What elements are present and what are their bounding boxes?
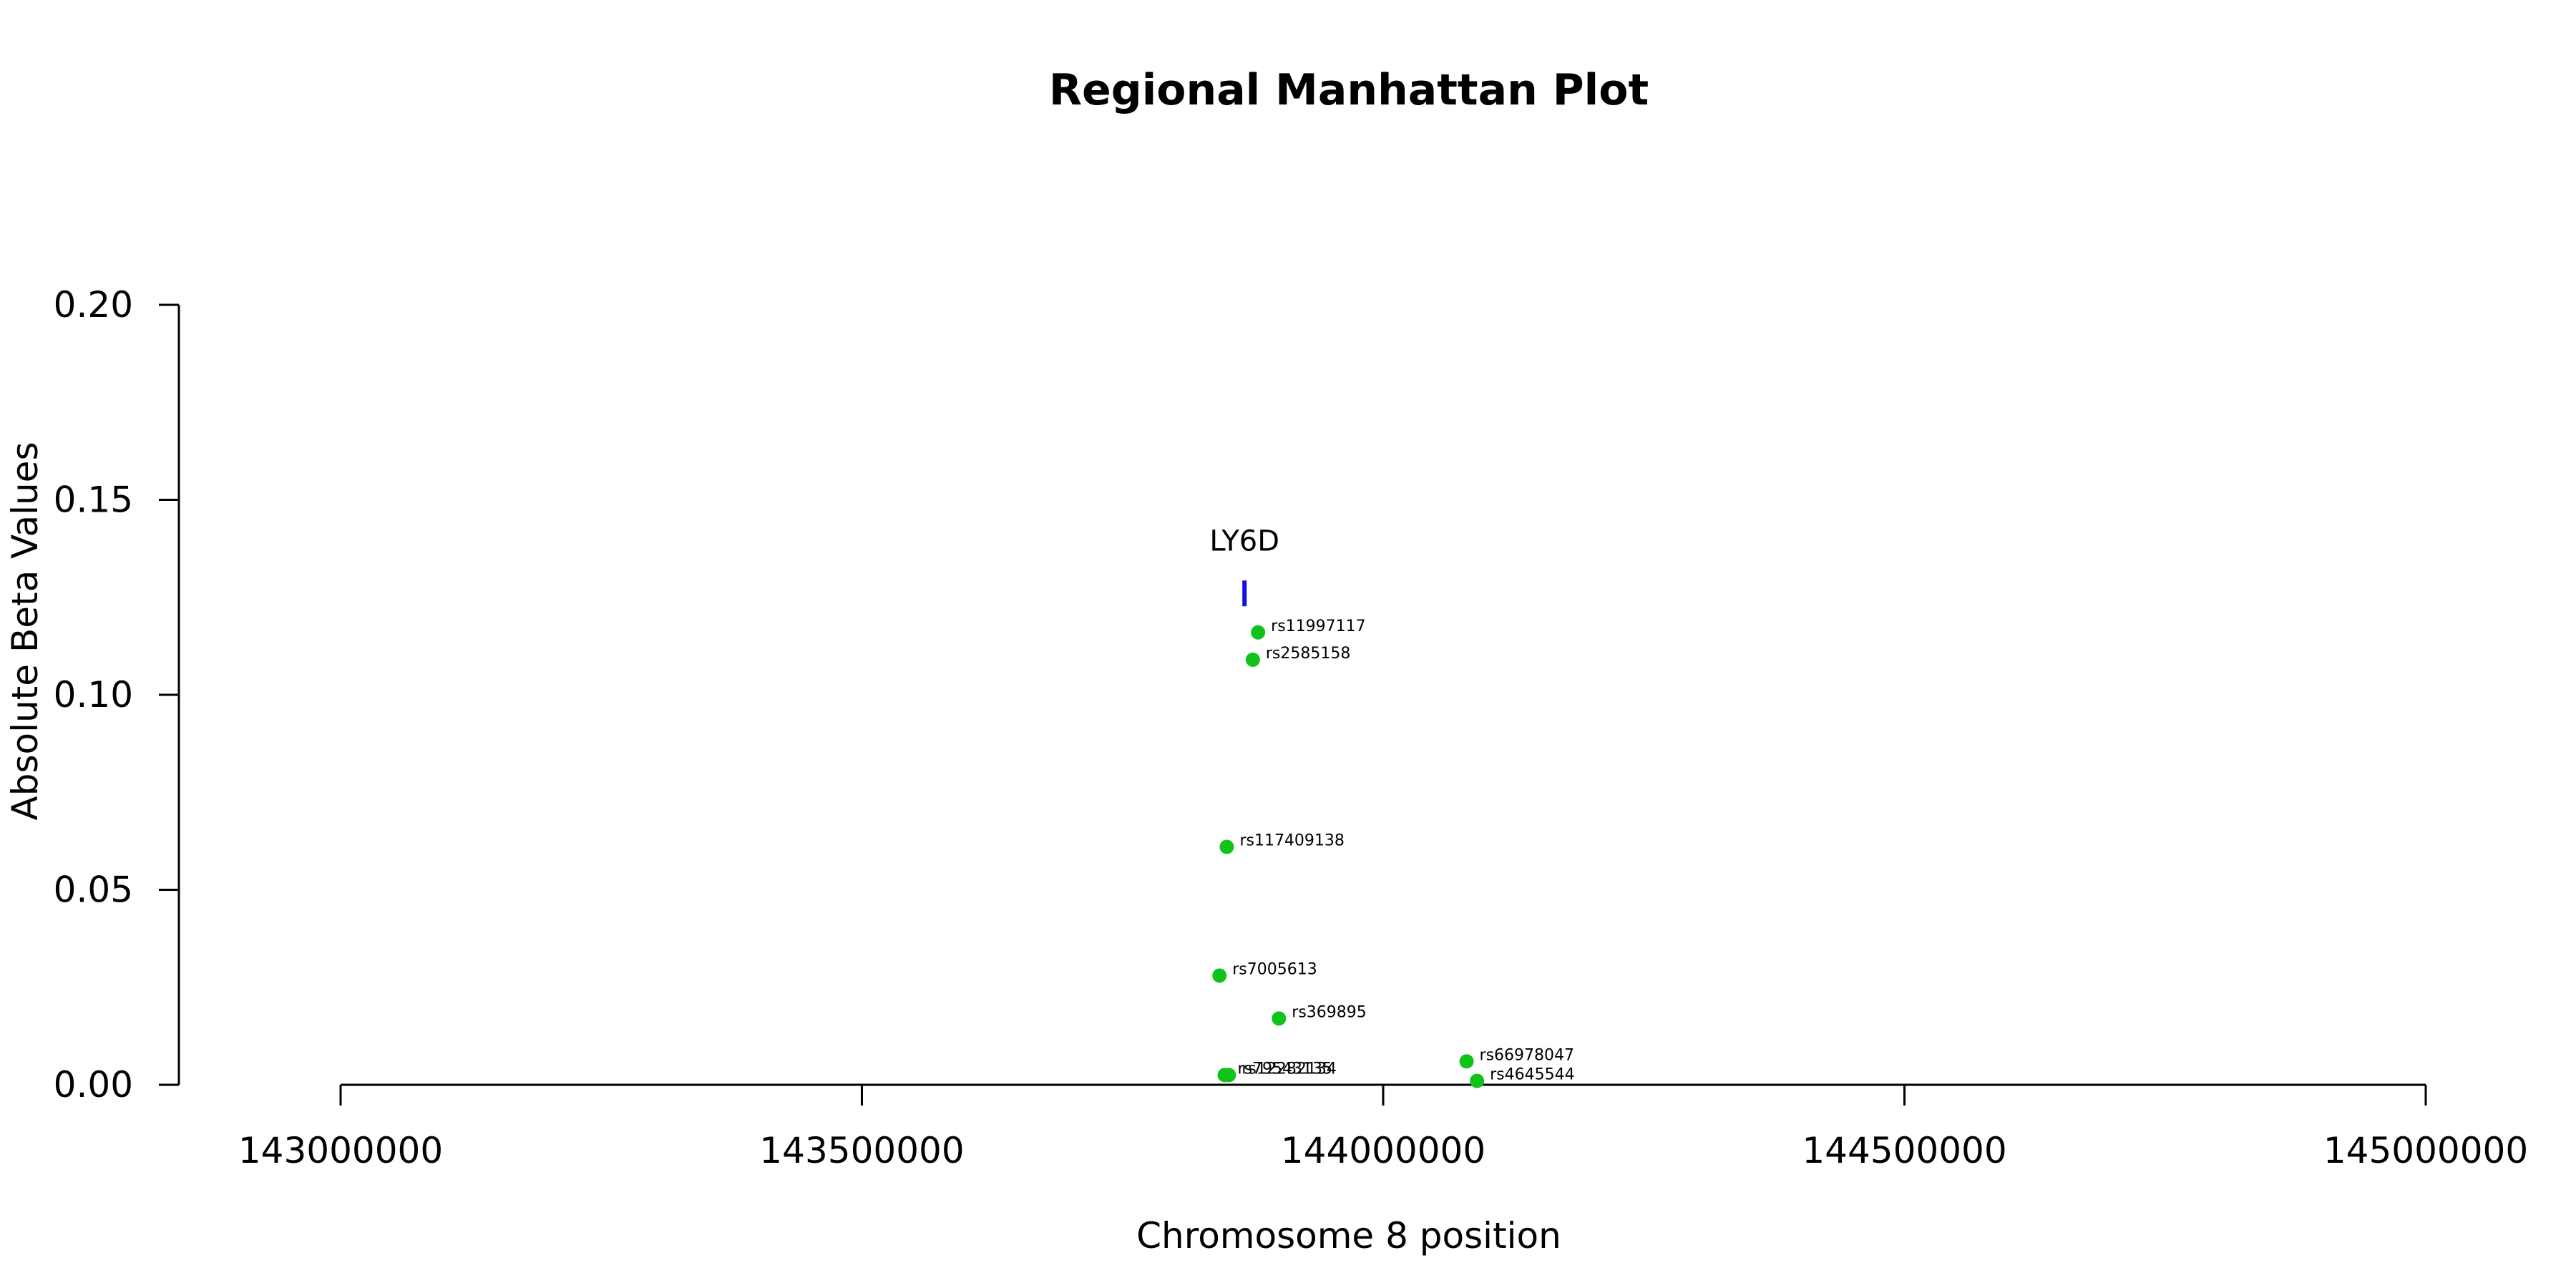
snp-label: rs11997117	[1271, 618, 1365, 635]
x-tick-label: 144000000	[1281, 1130, 1485, 1171]
snp-label: rs12282134	[1241, 1060, 1336, 1078]
snp-label: rs7005613	[1232, 960, 1317, 978]
snp-point	[1470, 1073, 1485, 1088]
snp-label: rs2585158	[1266, 645, 1351, 663]
x-axis-label: Chromosome 8 position	[1136, 1215, 1561, 1257]
snp-label: rs117409138	[1239, 832, 1344, 850]
snp-points: rs11997117 rs2585158 rs117409138 rs7005613 r…	[1212, 618, 1575, 1088]
gene-annotation: LY6D	[1209, 525, 1279, 607]
y-tick-label: 0.20	[54, 284, 133, 326]
x-tick-label: 143500000	[759, 1130, 964, 1171]
snp-point	[1212, 968, 1227, 983]
y-tick-label: 0.15	[54, 479, 133, 521]
snp-label: rs66978047	[1480, 1046, 1574, 1064]
snp-point	[1272, 1011, 1287, 1026]
x-axis-ticks: 143000000 143500000 144000000 144500000 1450…	[238, 1085, 2528, 1171]
y-axis-ticks: 0.00 0.05 0.10 0.15 0.20	[54, 284, 179, 1106]
x-tick-label: 143000000	[238, 1130, 443, 1171]
gene-label: LY6D	[1209, 525, 1279, 557]
snp-point	[1219, 839, 1234, 854]
y-tick-label: 0.05	[54, 869, 133, 911]
snp-label: rs4645544	[1490, 1066, 1575, 1084]
chart-title: Regional Manhattan Plot	[1049, 65, 1649, 115]
y-tick-label: 0.10	[54, 674, 133, 716]
snp-label: rs369895	[1292, 1003, 1367, 1021]
snp-point	[1459, 1054, 1474, 1069]
y-axis-label: Absolute Beta Values	[4, 442, 46, 821]
snp-point	[1245, 652, 1260, 667]
y-tick-label: 0.00	[54, 1064, 133, 1106]
snp-point	[1251, 625, 1266, 640]
snp-point	[1221, 1068, 1236, 1083]
x-tick-label: 144500000	[1802, 1130, 2006, 1171]
snp-label: rs79543135	[1238, 1060, 1332, 1078]
x-tick-label: 145000000	[2323, 1130, 2528, 1171]
